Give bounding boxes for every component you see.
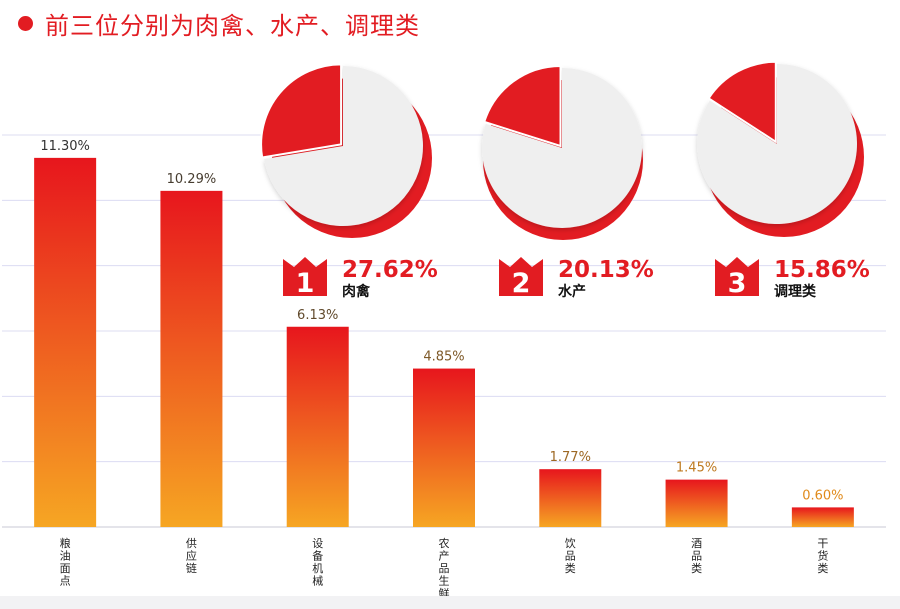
- pie-slice-rest: [482, 68, 642, 229]
- bar-value-label: 0.60%: [802, 488, 843, 503]
- bar-value-label: 11.30%: [40, 139, 90, 154]
- bar: [286, 326, 349, 527]
- bottom-strip: [0, 596, 900, 609]
- title-bullet-dot-icon: [18, 15, 33, 31]
- top-three-pies: 1 27.62%肉禽 2 20.13%水产 3 15.86%调理类: [260, 60, 870, 300]
- rank-crown-icon: [283, 257, 327, 296]
- pie-chart: [260, 63, 432, 238]
- top-percent-label: 15.86%: [774, 257, 870, 283]
- rank-number: 1: [296, 268, 315, 299]
- pie-slice-highlight: [707, 60, 777, 144]
- bar: [160, 190, 223, 528]
- bar-value-label: 4.85%: [423, 350, 464, 365]
- bar-value-label: 10.29%: [167, 172, 217, 187]
- x-tick-label: 供应链: [186, 536, 197, 575]
- pie-slice-highlight: [260, 63, 343, 159]
- top-category-label: 肉禽: [342, 283, 371, 300]
- page-title: 前三位分别为肉禽、水产、调理类: [45, 11, 420, 40]
- x-tick-label: 粮油面点: [60, 536, 71, 588]
- pie-slice-rest: [697, 64, 857, 224]
- pie-chart: [697, 60, 864, 237]
- bar: [665, 479, 728, 527]
- bar: [791, 507, 854, 527]
- top-percent-label: 20.13%: [558, 257, 654, 283]
- rank-number: 3: [728, 268, 747, 299]
- pie-chart: [482, 64, 643, 240]
- bar-value-label: 6.13%: [297, 308, 338, 323]
- x-tick-label: 设备机械: [312, 537, 323, 588]
- top-percent-label: 27.62%: [342, 257, 438, 283]
- rank-crown-icon: [499, 257, 543, 296]
- top-category-label: 调理类: [774, 283, 817, 300]
- x-tick-label: 干货类: [817, 537, 828, 575]
- title-row: 前三位分别为肉禽、水产、调理类: [18, 6, 420, 40]
- top-category-label: 水产: [558, 283, 586, 300]
- bar-value-label: 1.77%: [550, 450, 591, 465]
- bar: [539, 469, 602, 527]
- bar: [413, 368, 475, 527]
- pie-slice-rest: [264, 66, 423, 226]
- rank-number: 2: [512, 268, 531, 299]
- bar-series: 11.30% 10.29% 6.13% 4.85% 1.77% 1.45% 0.60%: [34, 139, 854, 528]
- bar-value-label: 1.45%: [676, 461, 717, 476]
- x-axis: 粮油面点 供应链 设备机械 农产品生鲜 饮品类 酒品类 干货类: [60, 536, 829, 600]
- x-tick-label: 酒品类: [691, 537, 702, 575]
- pie-slice-highlight: [482, 64, 562, 148]
- bar: [34, 157, 97, 527]
- rank-crown-icon: [715, 257, 759, 296]
- x-tick-label: 农产品生鲜: [439, 536, 450, 600]
- x-tick-label: 饮品类: [565, 537, 576, 575]
